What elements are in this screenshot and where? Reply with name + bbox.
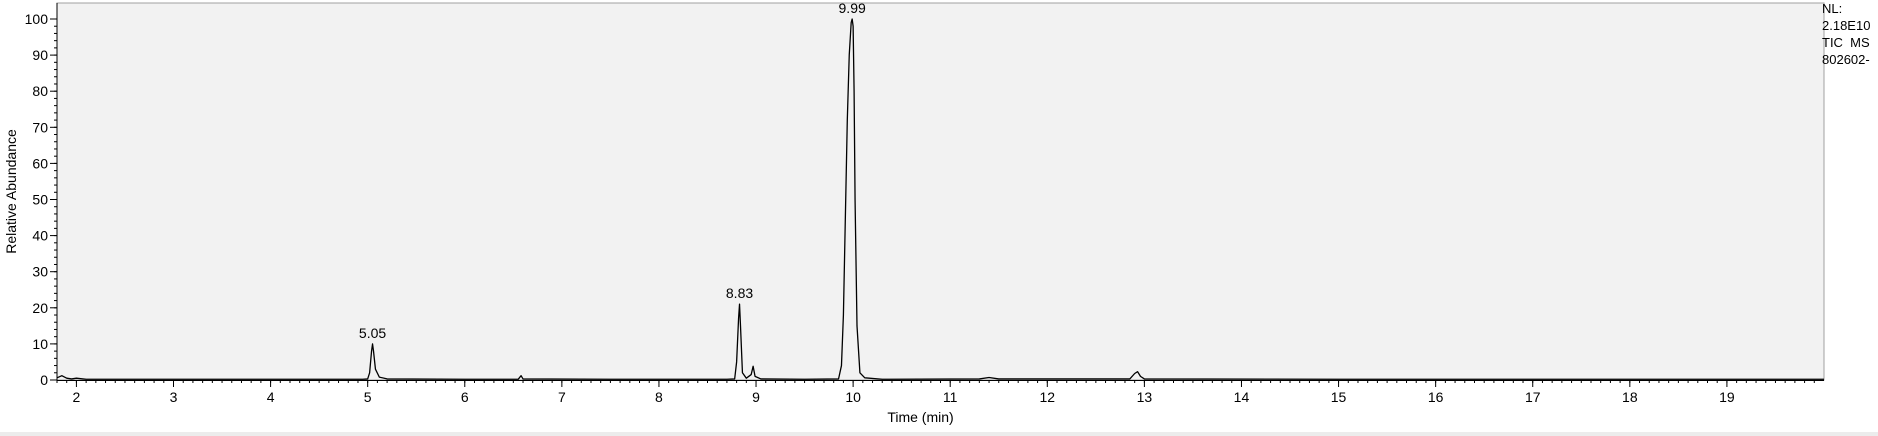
y-tick-label: 0 — [40, 372, 48, 388]
info-line: 802602- — [1822, 52, 1870, 67]
info-line: 2.18E10 — [1822, 18, 1870, 33]
y-tick-label: 10 — [32, 336, 48, 352]
x-tick-label: 19 — [1719, 389, 1735, 405]
y-tick-label: 20 — [32, 300, 48, 316]
y-tick-label: 90 — [32, 47, 48, 63]
y-tick-label: 100 — [25, 11, 49, 27]
peak-label: 5.05 — [359, 325, 386, 341]
y-tick-label: 40 — [32, 228, 48, 244]
x-tick-label: 13 — [1137, 389, 1153, 405]
tic-trace — [56, 18, 1824, 380]
y-tick-label: 70 — [32, 119, 48, 135]
plot-area — [56, 2, 1825, 381]
y-tick-label: 50 — [32, 192, 48, 208]
bottom-strip — [0, 432, 1878, 436]
x-axis-title: Time (min) — [887, 409, 953, 425]
peak-label: 9.99 — [839, 0, 866, 16]
x-tick-label: 16 — [1428, 389, 1444, 405]
x-tick-label: 10 — [845, 389, 861, 405]
x-tick-label: 3 — [170, 389, 178, 405]
info-line: TIC MS — [1822, 35, 1870, 50]
x-tick-label: 17 — [1525, 389, 1541, 405]
y-tick-label: 80 — [32, 83, 48, 99]
x-tick-label: 6 — [461, 389, 469, 405]
x-tick-label: 9 — [752, 389, 760, 405]
x-tick-label: 11 — [943, 389, 958, 405]
x-tick-label: 8 — [655, 389, 663, 405]
y-axis-title: Relative Abundance — [3, 129, 19, 254]
x-tick-label: 15 — [1331, 389, 1347, 405]
x-tick-label: 5 — [364, 389, 372, 405]
x-tick-label: 18 — [1622, 389, 1638, 405]
x-tick-label: 4 — [267, 389, 275, 405]
x-tick-label: 14 — [1234, 389, 1250, 405]
y-tick-label: 30 — [32, 264, 48, 280]
x-tick-label: 12 — [1040, 389, 1056, 405]
info-line: NL: — [1822, 1, 1842, 16]
x-tick-label: 2 — [73, 389, 81, 405]
peak-label: 8.83 — [726, 285, 753, 301]
x-tick-label: 7 — [558, 389, 566, 405]
y-tick-label: 60 — [32, 155, 48, 171]
